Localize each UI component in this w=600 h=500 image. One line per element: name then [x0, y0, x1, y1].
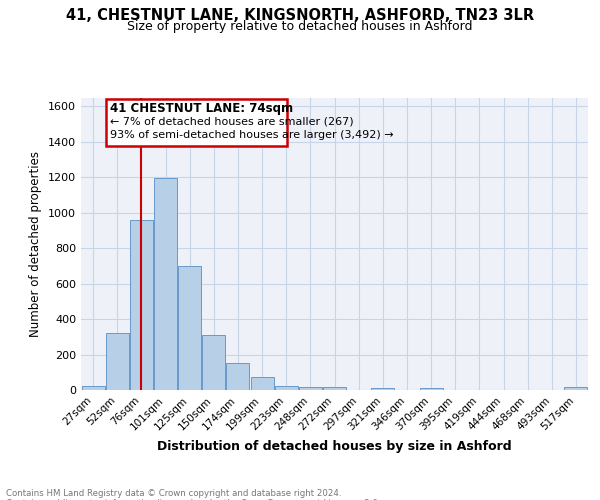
Text: Size of property relative to detached houses in Ashford: Size of property relative to detached ho…: [127, 20, 473, 33]
Bar: [371, 388, 394, 390]
Bar: [419, 388, 443, 390]
Bar: [178, 266, 201, 390]
Bar: [299, 387, 322, 390]
X-axis label: Distribution of detached houses by size in Ashford: Distribution of detached houses by size …: [157, 440, 512, 453]
Text: 93% of semi-detached houses are larger (3,492) →: 93% of semi-detached houses are larger (…: [110, 130, 394, 140]
Bar: [251, 376, 274, 390]
Bar: [82, 386, 104, 390]
Text: 41, CHESTNUT LANE, KINGSNORTH, ASHFORD, TN23 3LR: 41, CHESTNUT LANE, KINGSNORTH, ASHFORD, …: [66, 8, 534, 22]
Bar: [565, 387, 587, 390]
Bar: [202, 335, 225, 390]
Y-axis label: Number of detached properties: Number of detached properties: [29, 151, 43, 337]
Bar: [106, 334, 128, 390]
Text: Contains HM Land Registry data © Crown copyright and database right 2024.: Contains HM Land Registry data © Crown c…: [6, 488, 341, 498]
Bar: [154, 178, 177, 390]
Bar: [226, 364, 250, 390]
FancyBboxPatch shape: [106, 100, 287, 146]
Text: 41 CHESTNUT LANE: 74sqm: 41 CHESTNUT LANE: 74sqm: [110, 102, 293, 115]
Text: Contains public sector information licensed under the Open Government Licence v3: Contains public sector information licen…: [6, 498, 380, 500]
Text: ← 7% of detached houses are smaller (267): ← 7% of detached houses are smaller (267…: [110, 116, 353, 126]
Bar: [275, 386, 298, 390]
Bar: [323, 387, 346, 390]
Bar: [130, 220, 153, 390]
